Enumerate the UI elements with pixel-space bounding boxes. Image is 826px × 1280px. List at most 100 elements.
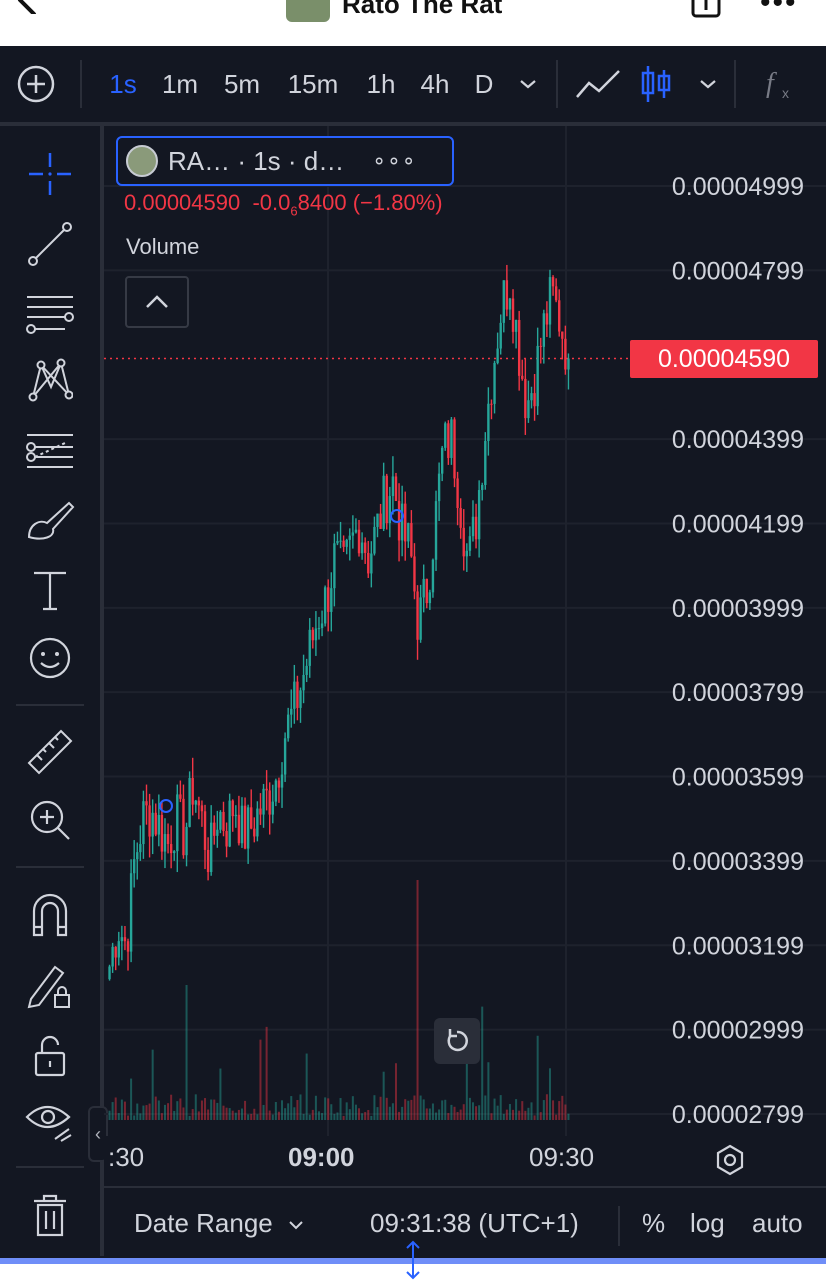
time-axis[interactable]: :30 09:00 09:30 <box>104 1136 826 1186</box>
volume-bar <box>416 880 419 1120</box>
pattern-tool[interactable] <box>24 354 76 406</box>
price-axis-label: 0.00004399 <box>672 426 804 454</box>
timeframe-1h[interactable]: 1h <box>366 68 396 99</box>
candle-body <box>188 778 191 827</box>
volume-bar <box>450 1104 453 1120</box>
candle-body <box>394 476 398 501</box>
more-menu-button[interactable]: ••• <box>760 0 798 19</box>
date-range-button[interactable]: Date Range <box>134 1208 304 1239</box>
volume-bar <box>496 1105 499 1120</box>
chart-type-dropdown-button[interactable] <box>694 64 722 104</box>
volume-bar <box>388 1106 391 1120</box>
indicators-button[interactable]: f x <box>760 64 800 104</box>
projection-tool[interactable] <box>24 424 76 476</box>
svg-text:x: x <box>782 85 789 101</box>
collapse-legend-button[interactable] <box>125 276 189 328</box>
volume-bar <box>524 1110 527 1120</box>
candle-body <box>404 503 407 542</box>
timezone-clock[interactable]: 09:31:38 (UTC+1) <box>370 1208 579 1238</box>
candle-body <box>129 873 133 952</box>
candle-body <box>493 362 496 404</box>
candles-button[interactable] <box>638 64 674 104</box>
token-avatar <box>286 0 330 22</box>
tool-divider <box>16 1166 84 1168</box>
crosshair-tool[interactable] <box>24 148 76 200</box>
auto-scale-button[interactable]: auto <box>752 1208 803 1238</box>
volume-bar <box>342 1115 345 1120</box>
candle-body <box>163 834 167 852</box>
price-chart-canvas[interactable]: 0.00004999 0.00004799 0.00004399 0.00004199… <box>104 126 826 1136</box>
lock-drawing-tool[interactable] <box>24 960 76 1012</box>
volume-bar <box>428 1108 431 1120</box>
share-icon[interactable] <box>690 0 722 20</box>
volume-bar <box>512 1109 515 1120</box>
volume-bar <box>444 1099 447 1120</box>
symbol-legend[interactable]: RA… · 1s · d… ∘∘∘ <box>116 136 454 186</box>
candle-body <box>514 319 518 332</box>
candle-body <box>151 812 154 837</box>
volume-bar <box>305 1053 308 1120</box>
candle-body <box>176 794 179 852</box>
candle-body <box>117 941 120 958</box>
candle-body <box>339 540 342 542</box>
fib-icon <box>26 296 74 334</box>
hide-drawings-tool[interactable] <box>24 1094 76 1146</box>
volume-bar <box>487 1062 490 1120</box>
timeframe-dropdown-button[interactable] <box>514 64 542 104</box>
price-chart[interactable]: 0.00004999 0.00004799 0.00004399 0.00004199… <box>104 126 826 1136</box>
timeframe-1s[interactable]: 1s <box>109 68 137 99</box>
add-symbol-button[interactable] <box>14 64 58 104</box>
candle-body <box>533 393 536 407</box>
timeframe-5m[interactable]: 5m <box>223 68 261 99</box>
timeframe-4h[interactable]: 4h <box>420 68 450 99</box>
candle-body <box>465 550 469 557</box>
fib-tool[interactable] <box>24 288 76 340</box>
reset-chart-button[interactable] <box>434 1018 480 1064</box>
volume-bar <box>385 1097 388 1120</box>
ruler-tool[interactable] <box>24 726 76 778</box>
zoom-in-tool[interactable] <box>24 794 76 846</box>
volume-bar <box>370 1115 373 1120</box>
volume-bar <box>465 1039 468 1120</box>
percent-scale-button[interactable]: % <box>642 1208 666 1238</box>
time-label-bold: 09:00 <box>288 1142 355 1172</box>
volume-bar <box>234 1112 237 1120</box>
candle-body <box>327 587 330 612</box>
candle-body <box>437 473 441 502</box>
ohlc-values: 0.00004590 -0.068400 (−1.80%) <box>124 190 443 218</box>
log-scale-button[interactable]: log <box>690 1208 725 1238</box>
candle-body <box>484 440 487 485</box>
timeframe-d[interactable]: D <box>474 68 494 99</box>
projection-icon <box>26 434 73 468</box>
volume-bar <box>287 1103 290 1120</box>
timeframe-15m[interactable]: 15m <box>287 68 339 99</box>
volume-bar <box>481 1006 484 1120</box>
candle-body <box>219 811 222 830</box>
candle-body <box>521 375 524 379</box>
legend-more-button[interactable]: ∘∘∘ <box>372 148 417 173</box>
line-chart-button[interactable] <box>574 64 622 104</box>
timeframe-1m[interactable]: 1m <box>161 68 199 99</box>
resize-handle-icon[interactable] <box>403 1240 423 1280</box>
collapse-toolbar-tab[interactable]: ‹ <box>88 1106 108 1162</box>
candle-body <box>400 503 404 541</box>
magnet-tool[interactable] <box>24 890 76 942</box>
candle-body <box>496 348 499 363</box>
text-icon <box>34 571 66 611</box>
alert-marker <box>390 509 404 523</box>
chart-settings-icon[interactable] <box>712 1142 748 1178</box>
volume-bar <box>468 1097 471 1120</box>
trend-line-tool[interactable] <box>24 218 76 270</box>
text-tool[interactable] <box>24 564 76 616</box>
candle-body <box>228 800 231 847</box>
candle-body <box>360 542 364 554</box>
remove-drawings-tool[interactable] <box>24 1190 76 1242</box>
volume-bar <box>136 1103 139 1120</box>
back-arrow-icon[interactable] <box>14 0 42 14</box>
brush-tool[interactable] <box>24 494 76 546</box>
candle-body <box>136 852 139 860</box>
lock-all-tool[interactable] <box>24 1030 76 1082</box>
candle-body <box>160 815 164 852</box>
volume-bar <box>179 1098 182 1120</box>
emoji-tool[interactable] <box>24 632 76 684</box>
